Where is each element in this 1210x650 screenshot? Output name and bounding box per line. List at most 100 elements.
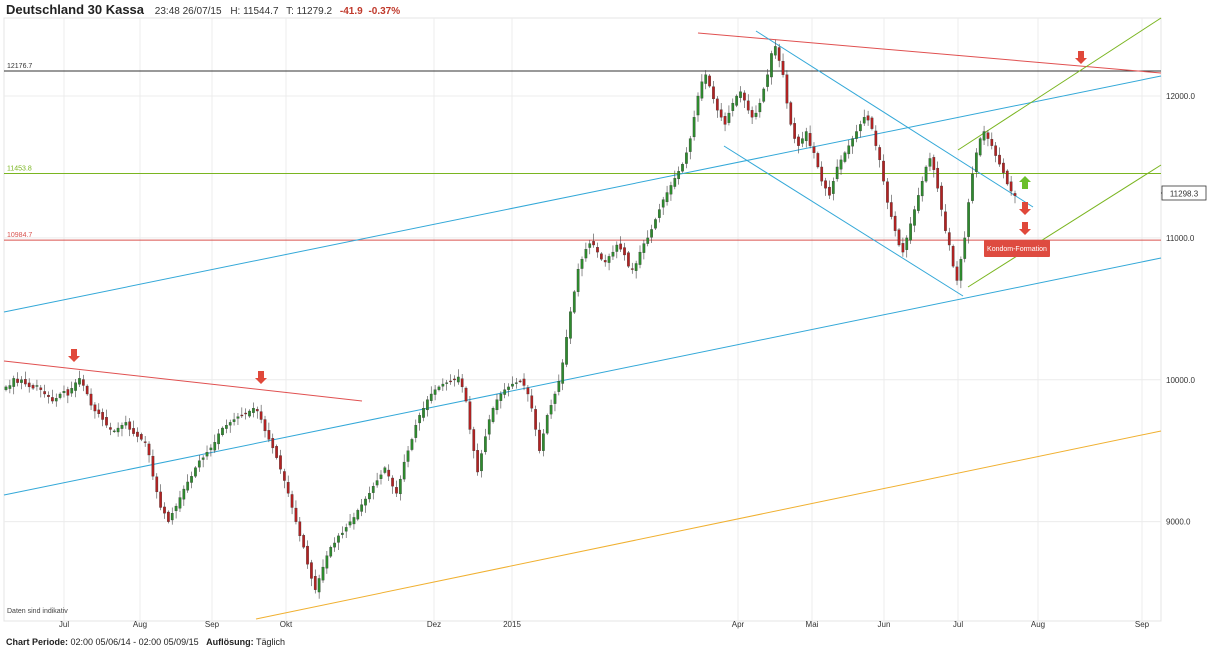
candle-body: [271, 438, 275, 449]
candle-body: [139, 434, 143, 440]
candle-body: [893, 215, 897, 231]
candle-body: [727, 112, 731, 123]
candle-body: [445, 382, 449, 384]
candle-body: [43, 391, 47, 395]
lower-channel-line: [3, 257, 1162, 496]
trend-lines: [3, 17, 1162, 620]
candle-body: [491, 408, 495, 422]
candle-body: [418, 415, 421, 424]
candle-body: [310, 562, 313, 579]
candle-body: [557, 381, 561, 392]
last-price-label: 11298.3: [1170, 190, 1199, 199]
candle-body: [882, 160, 885, 182]
candle-body: [375, 480, 379, 486]
level-label: 10984.7: [7, 232, 32, 239]
candle-body: [534, 409, 537, 430]
change-value: -41.9: [339, 6, 363, 17]
candle-body: [576, 268, 580, 292]
candle-body: [974, 152, 978, 172]
candle-body: [650, 229, 653, 238]
candle-body: [839, 159, 843, 170]
candle-body: [518, 380, 522, 383]
candle-body: [178, 497, 182, 509]
y-tick-label: 12000.0: [1166, 92, 1195, 101]
candle-body: [932, 157, 936, 170]
candle-body: [306, 545, 309, 565]
candle-body: [862, 117, 866, 124]
candle-body: [843, 152, 847, 162]
candle-body: [874, 130, 878, 146]
sell-arrow-icon: [1075, 51, 1087, 64]
data-disclaimer: Daten sind indikativ: [7, 608, 68, 615]
candle-body: [16, 378, 19, 383]
level-label: 11453.8: [7, 166, 32, 173]
candle-body: [917, 195, 920, 211]
candle-body: [596, 247, 599, 253]
candle-body: [978, 138, 982, 156]
candle-body: [101, 411, 104, 420]
green-upper-line: [957, 17, 1162, 151]
candle-body: [901, 243, 905, 253]
candle-body: [963, 237, 967, 259]
candle-body: [12, 378, 16, 387]
candle-body: [151, 455, 155, 477]
candle-body: [429, 393, 433, 401]
candle-body: [348, 521, 352, 526]
candle-body: [723, 116, 727, 125]
candle-body: [240, 414, 244, 417]
candle-body: [665, 192, 669, 203]
candle-body: [333, 542, 336, 548]
candle-body: [437, 386, 441, 390]
candle-body: [120, 425, 124, 429]
resistance-line-2014: [3, 360, 363, 402]
candle-body: [951, 245, 955, 267]
candle-body: [352, 517, 356, 525]
x-tick-label: 2015: [503, 620, 521, 629]
y-tick-label: 11000.0: [1166, 234, 1195, 243]
candle-body: [143, 441, 147, 443]
x-tick-label: Aug: [1031, 620, 1045, 629]
candle-body: [368, 493, 371, 500]
candle-body: [955, 266, 959, 281]
candle-body: [700, 81, 704, 99]
candle-body: [267, 430, 271, 440]
candle-body: [743, 92, 746, 101]
candle-body: [704, 74, 708, 84]
candle-body: [897, 229, 901, 246]
candle-body: [78, 378, 81, 385]
candle-body: [565, 337, 568, 365]
candle-body: [526, 387, 530, 395]
candle-body: [259, 411, 263, 420]
chart-title: Deutschland 30 Kassa: [6, 2, 145, 17]
candle-body: [221, 427, 224, 436]
x-tick-label: Sep: [205, 620, 220, 629]
candle-body: [97, 409, 101, 415]
candle-body: [422, 408, 425, 418]
quote-datetime: 23:48 26/07/15: [154, 6, 222, 17]
candle-body: [190, 476, 193, 483]
candle-body: [364, 498, 367, 506]
candle-body: [484, 436, 487, 453]
candle-body: [634, 263, 638, 271]
candle-body: [766, 74, 769, 87]
candle-body: [329, 547, 333, 557]
candle-body: [371, 486, 375, 493]
candle-body: [182, 488, 186, 500]
candle-body: [507, 386, 510, 390]
candle-body: [511, 383, 514, 387]
candle-body: [804, 131, 808, 142]
candle-body: [480, 453, 483, 472]
candle-body: [456, 376, 460, 383]
candle-body: [758, 102, 762, 113]
candle-body: [797, 136, 800, 146]
candle-body: [812, 146, 816, 153]
candle-body: [414, 425, 418, 438]
candle-body: [244, 412, 248, 415]
candle-body: [936, 167, 940, 189]
downtrend-line-upper: [755, 30, 1034, 208]
candle-body: [611, 251, 615, 257]
candle-body: [406, 450, 410, 462]
candle-body: [58, 393, 62, 398]
candle-body: [673, 178, 677, 187]
